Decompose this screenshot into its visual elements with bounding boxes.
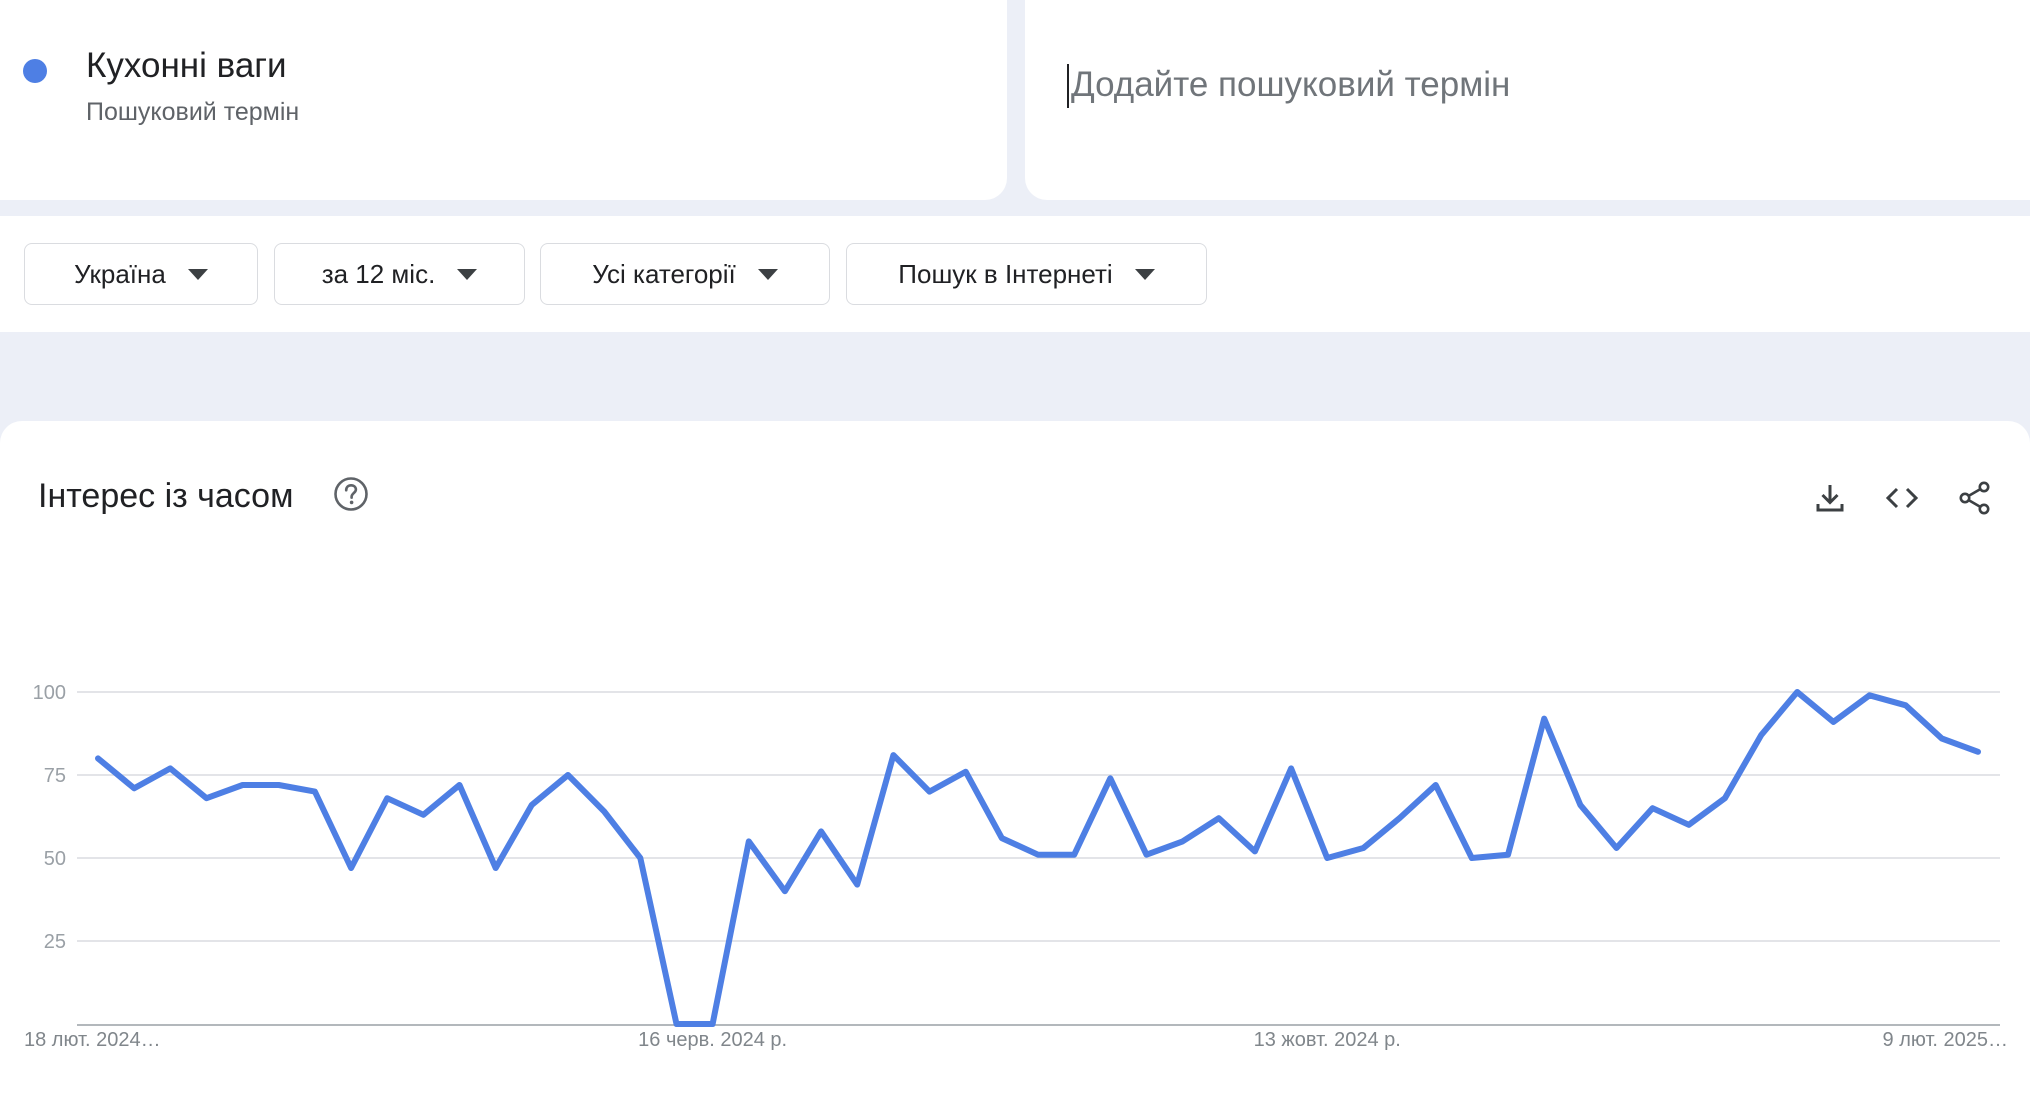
x-tick-label: 13 жовт. 2024 р. bbox=[1254, 1029, 1401, 1051]
data-point[interactable] bbox=[1721, 794, 1729, 802]
data-point[interactable] bbox=[1034, 851, 1042, 859]
help-icon[interactable] bbox=[333, 476, 369, 512]
data-point[interactable] bbox=[456, 781, 464, 789]
data-point[interactable] bbox=[889, 751, 897, 759]
x-tick-label: 16 черв. 2024 р. bbox=[638, 1029, 787, 1051]
term-subtitle: Пошуковий термін bbox=[86, 98, 300, 126]
add-term-input[interactable] bbox=[1067, 60, 1971, 110]
chevron-down-icon bbox=[187, 268, 208, 280]
data-point[interactable] bbox=[636, 854, 644, 862]
data-point[interactable] bbox=[347, 864, 355, 872]
time-range-filter[interactable]: за 12 міс. bbox=[274, 243, 525, 305]
filter-bar: Україна за 12 міс. Усі категорії Пошук в… bbox=[0, 216, 2030, 332]
x-tick-label: 9 лют. 2025… bbox=[1883, 1029, 2008, 1051]
data-point[interactable] bbox=[998, 834, 1006, 842]
data-point[interactable] bbox=[1432, 781, 1440, 789]
data-point[interactable] bbox=[564, 771, 572, 779]
embed-code-icon[interactable] bbox=[1884, 480, 1920, 516]
data-point[interactable] bbox=[1287, 764, 1295, 772]
data-point[interactable] bbox=[383, 794, 391, 802]
data-point[interactable] bbox=[528, 801, 536, 809]
y-tick-label: 50 bbox=[44, 848, 66, 870]
data-point[interactable] bbox=[1829, 718, 1837, 726]
data-point[interactable] bbox=[600, 808, 608, 816]
data-point[interactable] bbox=[1468, 854, 1476, 862]
data-point[interactable] bbox=[1866, 691, 1874, 699]
data-point[interactable] bbox=[1902, 701, 1910, 709]
term-title: Кухонні ваги bbox=[86, 46, 287, 85]
data-point[interactable] bbox=[1070, 851, 1078, 859]
chevron-down-icon bbox=[1134, 268, 1155, 280]
interest-over-time-card: Інтерес із часом 25 50 75 100 18 лют. 2024… 1… bbox=[0, 421, 2030, 1104]
data-point[interactable] bbox=[1142, 851, 1150, 859]
data-point[interactable] bbox=[709, 1020, 717, 1028]
data-point[interactable] bbox=[1576, 801, 1584, 809]
chevron-down-icon bbox=[457, 268, 478, 280]
data-point[interactable] bbox=[275, 781, 283, 789]
data-point[interactable] bbox=[1974, 748, 1982, 756]
data-point[interactable] bbox=[962, 768, 970, 776]
share-icon[interactable] bbox=[1957, 480, 1993, 516]
data-point[interactable] bbox=[94, 754, 102, 762]
search-type-filter-label: Пошук в Інтернеті bbox=[898, 258, 1113, 289]
data-point[interactable] bbox=[1540, 715, 1548, 723]
y-tick-label: 25 bbox=[44, 931, 66, 953]
interest-line-chart: 25 50 75 100 18 лют. 2024… 16 черв. 2024 р. 13… bbox=[24, 682, 2008, 1051]
text-cursor bbox=[1067, 64, 1069, 108]
data-point[interactable] bbox=[130, 784, 138, 792]
data-point[interactable] bbox=[1215, 814, 1223, 822]
data-point[interactable] bbox=[1793, 688, 1801, 696]
data-point[interactable] bbox=[1649, 804, 1657, 812]
search-type-filter[interactable]: Пошук в Інтернеті bbox=[846, 243, 1207, 305]
data-point[interactable] bbox=[1757, 731, 1765, 739]
data-point[interactable] bbox=[1685, 821, 1693, 829]
data-point[interactable] bbox=[311, 788, 319, 796]
data-point[interactable] bbox=[817, 827, 825, 835]
data-point[interactable] bbox=[1504, 851, 1512, 859]
data-point[interactable] bbox=[239, 781, 247, 789]
data-point[interactable] bbox=[419, 811, 427, 819]
time-range-filter-label: за 12 міс. bbox=[321, 258, 436, 289]
chart-section-title: Інтерес із часом bbox=[38, 477, 294, 515]
data-point[interactable] bbox=[1251, 847, 1259, 855]
add-term-card[interactable] bbox=[1025, 0, 2030, 200]
data-point[interactable] bbox=[853, 881, 861, 889]
data-point[interactable] bbox=[1106, 774, 1114, 782]
x-tick-label: 18 лют. 2024… bbox=[24, 1029, 161, 1051]
data-point[interactable] bbox=[1323, 854, 1331, 862]
chevron-down-icon bbox=[757, 268, 778, 280]
term-color-dot bbox=[23, 59, 47, 83]
data-point[interactable] bbox=[492, 864, 500, 872]
region-filter[interactable]: Україна bbox=[24, 243, 258, 305]
download-icon[interactable] bbox=[1812, 480, 1848, 516]
region-filter-label: Україна bbox=[74, 258, 166, 289]
series-line-kitchen-scales[interactable] bbox=[95, 689, 1981, 1027]
category-filter-label: Усі категорії bbox=[592, 258, 736, 289]
data-point[interactable] bbox=[672, 1020, 680, 1028]
data-point[interactable] bbox=[1938, 734, 1946, 742]
data-point[interactable] bbox=[1396, 814, 1404, 822]
y-tick-label: 75 bbox=[44, 765, 66, 787]
data-point[interactable] bbox=[926, 788, 934, 796]
data-point[interactable] bbox=[781, 887, 789, 895]
y-tick-label: 100 bbox=[33, 682, 66, 704]
category-filter[interactable]: Усі категорії bbox=[540, 243, 830, 305]
data-point[interactable] bbox=[1612, 844, 1620, 852]
data-point[interactable] bbox=[1359, 844, 1367, 852]
data-point[interactable] bbox=[1179, 837, 1187, 845]
data-point[interactable] bbox=[202, 794, 210, 802]
data-point[interactable] bbox=[745, 837, 753, 845]
search-term-card[interactable]: Кухонні ваги Пошуковий термін bbox=[0, 0, 1007, 200]
data-point[interactable] bbox=[166, 764, 174, 772]
